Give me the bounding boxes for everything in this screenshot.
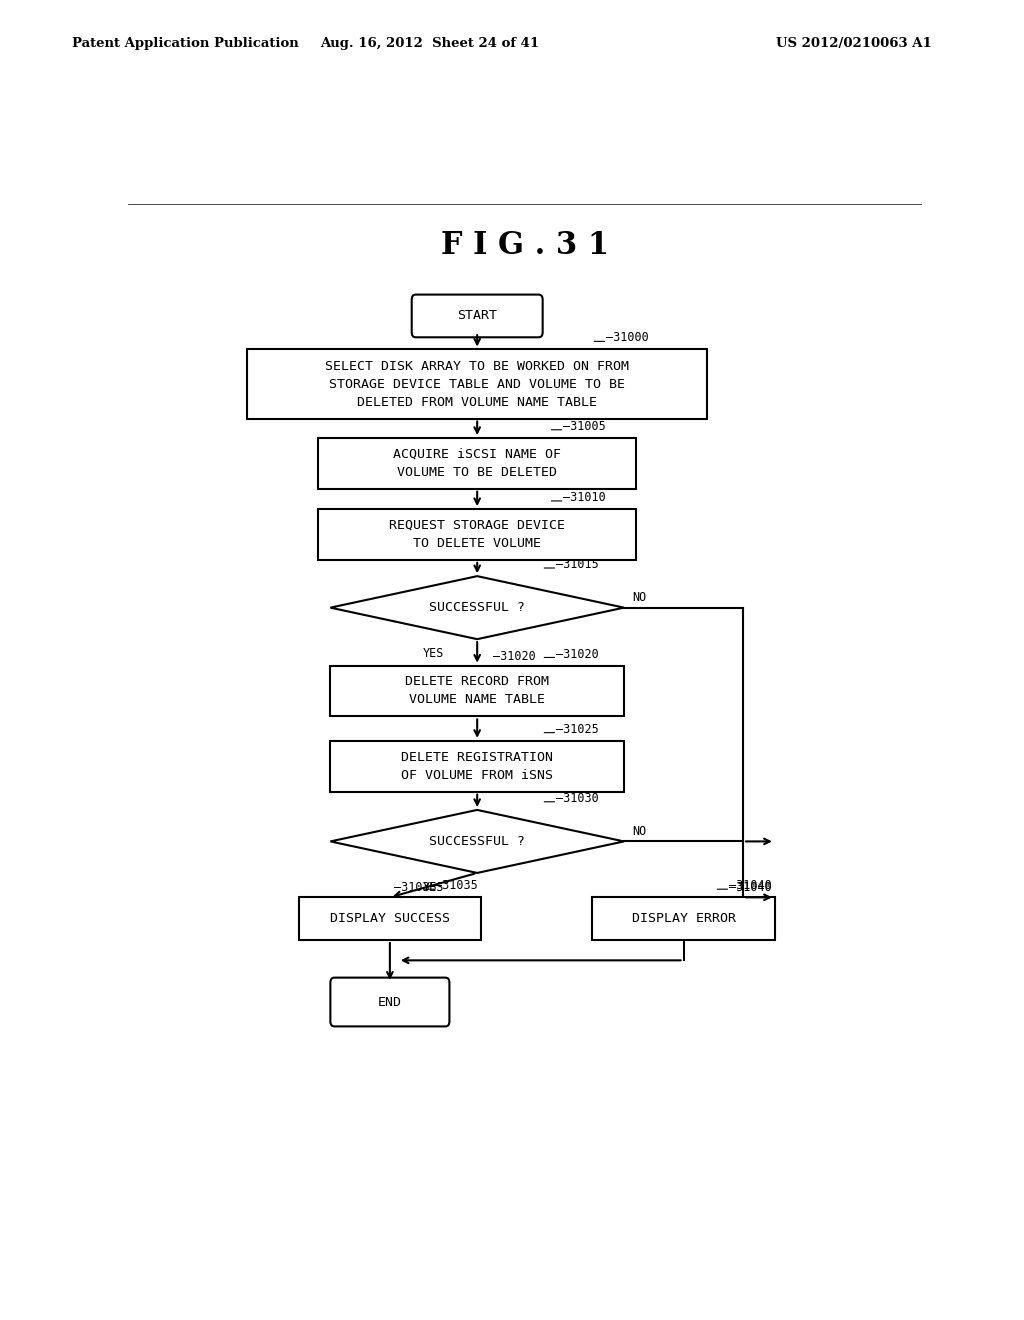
Bar [331,741,624,792]
Text: DELETE REGISTRATION
OF VOLUME FROM iSNS: DELETE REGISTRATION OF VOLUME FROM iSNS [401,751,553,781]
Text: REQUEST STORAGE DEVICE
TO DELETE VOLUME: REQUEST STORAGE DEVICE TO DELETE VOLUME [389,519,565,550]
Text: —31040: —31040 [729,879,771,892]
Text: US 2012/0210063 A1: US 2012/0210063 A1 [776,37,932,50]
FancyBboxPatch shape [331,978,450,1027]
Text: —31040: —31040 [729,882,772,894]
Text: —31010: —31010 [563,491,605,504]
Text: Aug. 16, 2012  Sheet 24 of 41: Aug. 16, 2012 Sheet 24 of 41 [321,37,540,50]
Text: —31020: —31020 [556,648,598,660]
Text: END: END [378,995,401,1008]
Text: —31035: —31035 [394,882,436,894]
Text: —31005: —31005 [563,420,605,433]
Bar [247,350,708,418]
Polygon shape [331,810,624,873]
Text: DISPLAY ERROR: DISPLAY ERROR [632,912,735,925]
Bar [318,510,636,560]
Bar [331,665,624,717]
Text: Patent Application Publication: Patent Application Publication [72,37,298,50]
Text: SUCCESSFUL ?: SUCCESSFUL ? [429,601,525,614]
Text: —31030: —31030 [556,792,598,805]
Text: ACQUIRE iSCSI NAME OF
VOLUME TO BE DELETED: ACQUIRE iSCSI NAME OF VOLUME TO BE DELET… [393,447,561,479]
Text: YES: YES [423,880,444,894]
Text: —31025: —31025 [556,723,598,735]
Polygon shape [331,576,624,639]
Text: YES: YES [423,647,444,660]
Text: NO: NO [632,591,646,605]
Text: START: START [457,309,498,322]
Text: —31000: —31000 [606,331,648,345]
Bar [592,898,775,940]
Text: SUCCESSFUL ?: SUCCESSFUL ? [429,836,525,847]
Text: DISPLAY SUCCESS: DISPLAY SUCCESS [330,912,450,925]
Text: —31035: —31035 [435,879,478,892]
Text: DELETE RECORD FROM
VOLUME NAME TABLE: DELETE RECORD FROM VOLUME NAME TABLE [406,676,549,706]
Text: SELECT DISK ARRAY TO BE WORKED ON FROM
STORAGE DEVICE TABLE AND VOLUME TO BE
DEL: SELECT DISK ARRAY TO BE WORKED ON FROM S… [326,359,629,409]
Text: —31015: —31015 [556,558,598,572]
Text: —31020: —31020 [494,649,536,663]
Bar [299,898,481,940]
Bar [318,438,636,488]
Text: F I G . 3 1: F I G . 3 1 [440,230,609,260]
Text: NO: NO [632,825,646,838]
FancyBboxPatch shape [412,294,543,338]
